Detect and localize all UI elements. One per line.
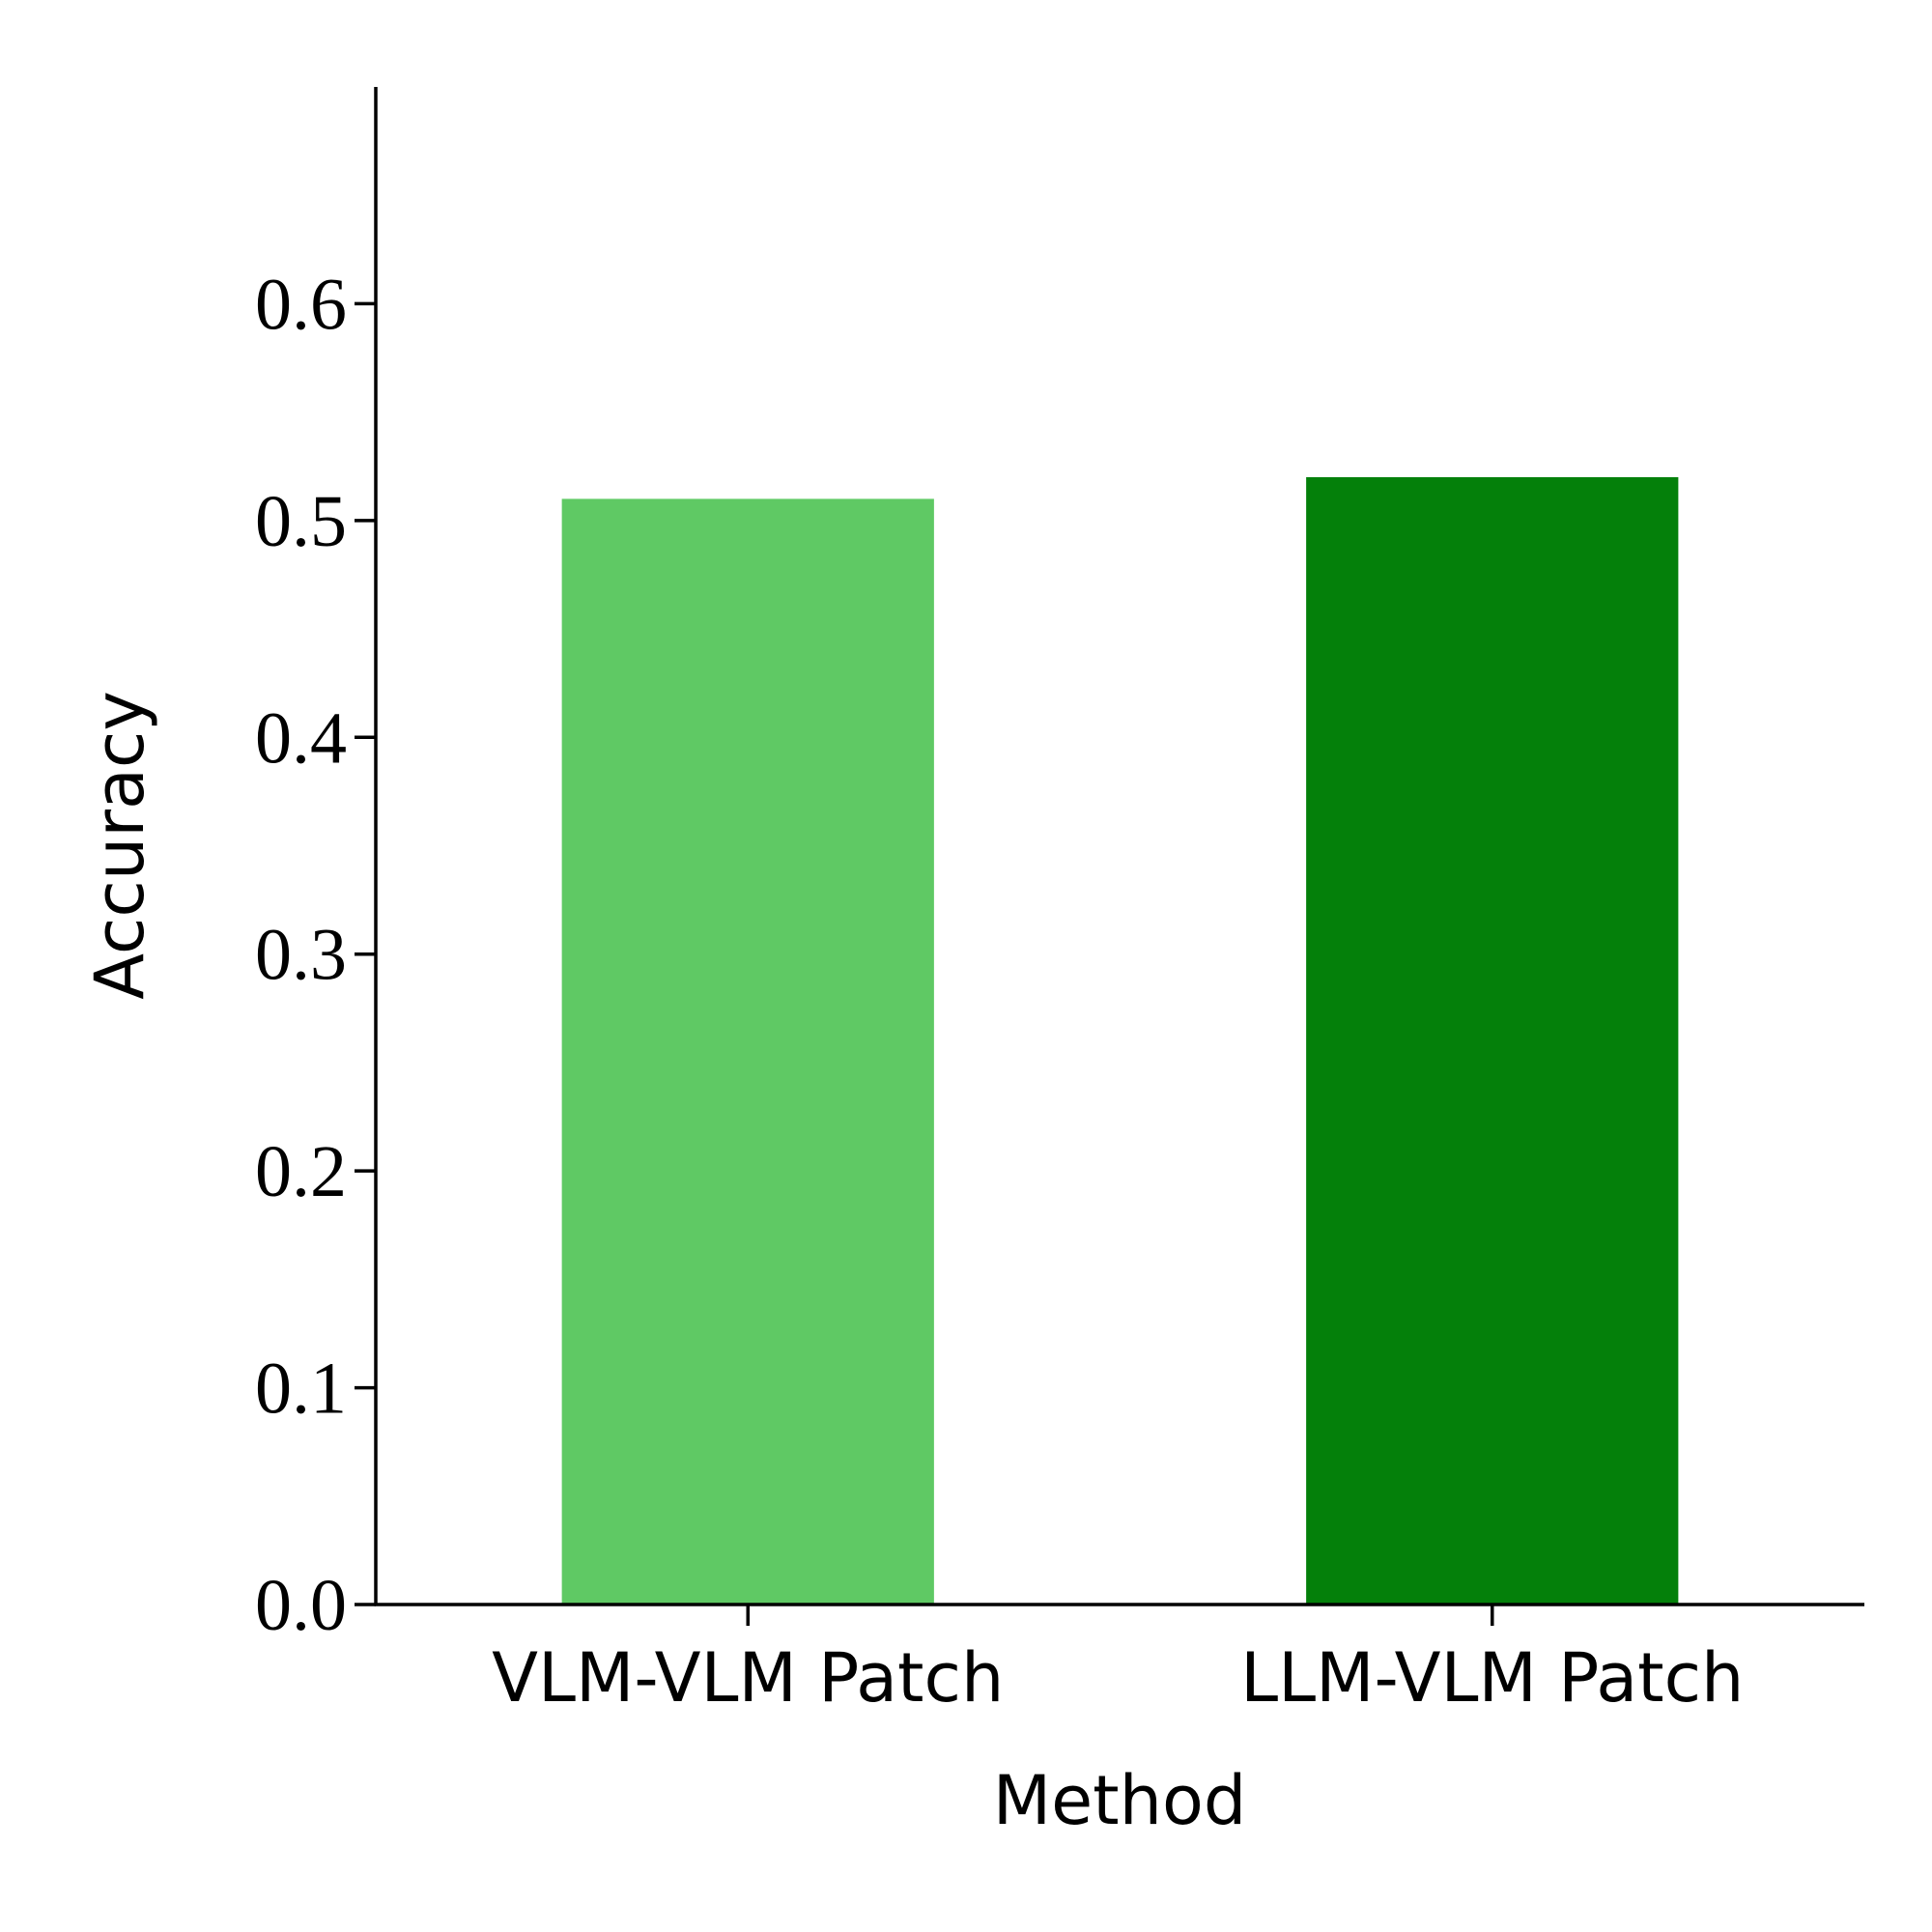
x-tick-label: LLM-VLM Patch (1240, 1638, 1744, 1718)
y-tick-label: 0.5 (255, 481, 347, 562)
y-tick-label: 0.6 (255, 264, 347, 345)
bar (1306, 476, 1679, 1605)
bar (561, 498, 934, 1605)
y-tick-label: 0.3 (255, 915, 347, 996)
y-tick-label: 0.4 (255, 697, 347, 779)
y-axis-label: Accuracy (80, 691, 159, 1000)
y-tick-label: 0.2 (255, 1131, 347, 1212)
y-tick-label: 0.1 (255, 1349, 347, 1430)
y-tick-label: 0.0 (255, 1565, 347, 1646)
x-tick-label: VLM-VLM Patch (492, 1638, 1004, 1718)
x-axis-label: Method (993, 1761, 1247, 1840)
